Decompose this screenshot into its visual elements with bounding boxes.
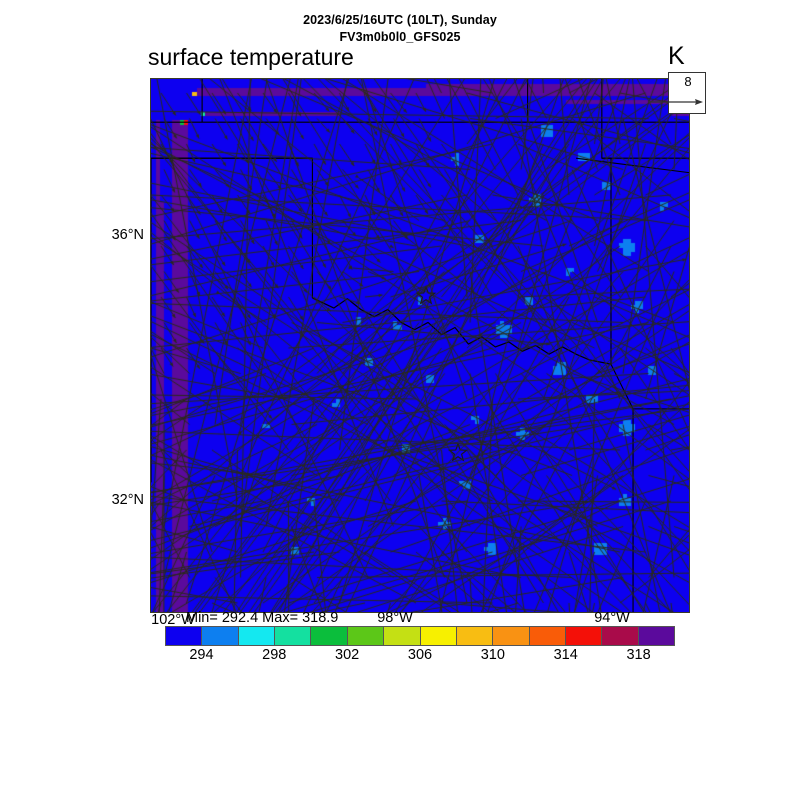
colorbar-segment <box>456 627 494 645</box>
units-label: K <box>668 42 685 70</box>
map-plot-area <box>150 78 690 613</box>
title-datetime: 2023/6/25/16UTC (10LT), Sunday <box>303 13 497 27</box>
lat-tick-label-32n: 32°N <box>111 492 144 508</box>
colorbar-segment <box>529 627 566 645</box>
min-max-annotation: Min= 292.4 Max= 318.9 <box>186 610 339 626</box>
lat-tick-label-36n: 36°N <box>111 227 144 243</box>
colorbar-tick-label: 310 <box>480 647 505 663</box>
colorbar-tick-label: 314 <box>553 647 578 663</box>
reference-vector-key: 8 <box>649 72 706 114</box>
colorbar-tick-label: 318 <box>626 647 651 663</box>
colorbar-segment <box>420 627 457 645</box>
colorbar-segment <box>638 627 675 645</box>
colorbar-segment <box>347 627 385 645</box>
lon-tick-label-102w: 102°W <box>151 612 195 628</box>
colorbar-tick-label: 306 <box>407 647 433 663</box>
lon-tick-label-94w: 94°W <box>594 610 630 626</box>
colorbar-segment <box>202 627 239 645</box>
colorbar-segment <box>166 627 203 645</box>
page-title: surface temperature <box>148 44 354 70</box>
wind-vector-field <box>151 79 689 612</box>
colorbar-segments <box>165 626 675 646</box>
colorbar-tick-label: 294 <box>189 647 214 663</box>
colorbar: 294 298 302 306 310 314 318 <box>165 626 675 663</box>
colorbar-tick-label: 298 <box>262 647 287 663</box>
colorbar-segment <box>493 627 530 645</box>
lon-tick-label-98w: 98°W <box>377 610 413 626</box>
colorbar-segment <box>602 627 639 645</box>
colorbar-segment <box>384 627 421 645</box>
colorbar-tick-label: 302 <box>335 647 360 663</box>
colorbar-segment <box>238 627 276 645</box>
colorbar-segment <box>311 627 348 645</box>
right-arrow-icon <box>649 99 703 105</box>
title-model: FV3m0b0l0_GFS025 <box>339 30 461 44</box>
colorbar-segment <box>275 627 312 645</box>
reference-vector-value: 8 <box>684 74 692 89</box>
colorbar-segment <box>565 627 603 645</box>
